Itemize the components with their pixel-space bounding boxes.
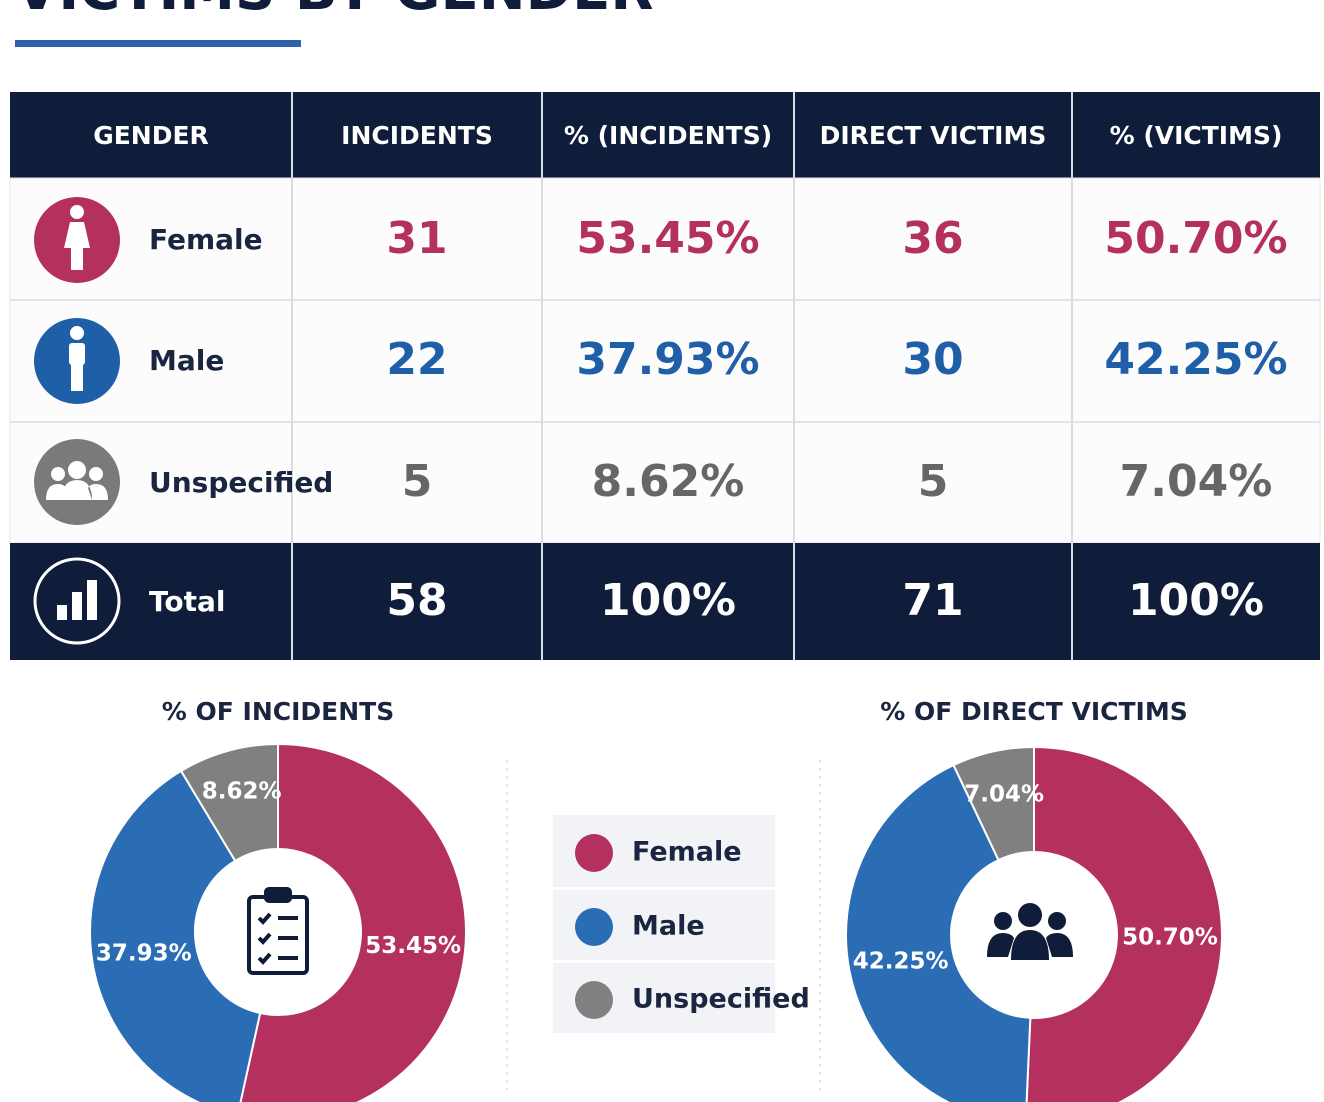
group-icon (34, 439, 120, 525)
icon-part (57, 605, 67, 620)
header-cell: DIRECT VICTIMS (820, 121, 1047, 150)
donut-segment (179, 742, 279, 863)
chart-title: % OF DIRECT VICTIMS (880, 697, 1188, 726)
segment-label: 53.45% (365, 933, 461, 959)
donut (845, 745, 1223, 1102)
icon-part (70, 205, 84, 219)
icon-part (64, 222, 90, 270)
male-icon (34, 318, 120, 404)
table-cell: 5 (918, 456, 949, 507)
table-cell: 36 (902, 213, 963, 264)
table-cell: 8.62% (592, 456, 745, 507)
legend-swatch (575, 981, 613, 1019)
donut-segment (845, 763, 1032, 1102)
table-cell: 7.04% (1120, 456, 1273, 507)
table-cell: 37.93% (576, 334, 759, 385)
icon-part (87, 580, 97, 620)
table: GENDER INCIDENTS % (INCIDENTS) DIRECT VICTI… (9, 92, 1321, 660)
header-cell: INCIDENTS (341, 121, 493, 150)
total-cell: 100% (1128, 575, 1264, 626)
table-cell: 30 (902, 334, 963, 385)
segment-label: 50.70% (1122, 925, 1218, 951)
donut-segment (1025, 745, 1223, 1102)
gender-name: Female (149, 223, 263, 256)
table-cell: 53.45% (576, 213, 759, 264)
icon-part (987, 930, 1073, 960)
body-bg (9, 177, 1321, 544)
donut-segment (89, 769, 262, 1102)
page-title: VICTIMS BY GENDER (15, 0, 653, 23)
chart-title: % OF INCIDENTS (162, 697, 394, 726)
icon-part (46, 480, 108, 500)
donut (89, 742, 467, 1102)
total-cell: 100% (600, 575, 736, 626)
legend-swatch (575, 834, 613, 872)
total-cell: 58 (386, 575, 447, 626)
donut-segment (239, 742, 467, 1102)
legend-label: Unspecified (632, 984, 810, 1015)
title-underline (15, 40, 301, 47)
segment-label: 37.93% (96, 940, 192, 966)
header-cell: GENDER (93, 121, 209, 150)
icon-part (68, 461, 86, 479)
icon-part (257, 912, 298, 965)
icon-part (51, 467, 65, 481)
table-cell: 31 (386, 213, 447, 264)
gender-name: Male (149, 344, 224, 377)
people-icon (987, 903, 1073, 960)
segment-label: 8.62% (202, 779, 282, 805)
header-cell: % (INCIDENTS) (564, 121, 772, 150)
icon-part (1048, 912, 1066, 930)
total-bg (10, 543, 1320, 660)
header-bg (10, 92, 1320, 178)
donut-segment (952, 745, 1035, 862)
segment-label: 7.04% (964, 782, 1044, 808)
total-name: Total (149, 585, 226, 618)
icon-part (72, 592, 82, 620)
icon-part (69, 343, 85, 365)
segment-label: 42.25% (853, 948, 949, 974)
table-cell: 22 (386, 334, 447, 385)
legend-label: Female (632, 837, 742, 868)
icon-part (89, 467, 103, 481)
column-lines (291, 92, 1073, 660)
legend-label: Male (632, 911, 705, 942)
clipboard-icon (247, 887, 309, 975)
icon-part (1018, 903, 1042, 927)
icon-part (71, 363, 83, 391)
total-icon (33, 557, 121, 645)
gender-name: Unspecified (149, 466, 333, 499)
icon-part (264, 887, 292, 903)
total-cell: 71 (902, 575, 963, 626)
icon-part (33, 557, 121, 645)
icon-part (247, 895, 309, 975)
table-cell: 42.25% (1104, 334, 1287, 385)
row-lines (10, 299, 1320, 423)
header-cell: % (VICTIMS) (1110, 121, 1283, 150)
table-cell: 5 (402, 456, 433, 507)
female-icon (34, 197, 120, 283)
icon-part (994, 912, 1012, 930)
legend-swatch (575, 908, 613, 946)
icon-part (70, 326, 84, 340)
table-cell: 50.70% (1104, 213, 1287, 264)
